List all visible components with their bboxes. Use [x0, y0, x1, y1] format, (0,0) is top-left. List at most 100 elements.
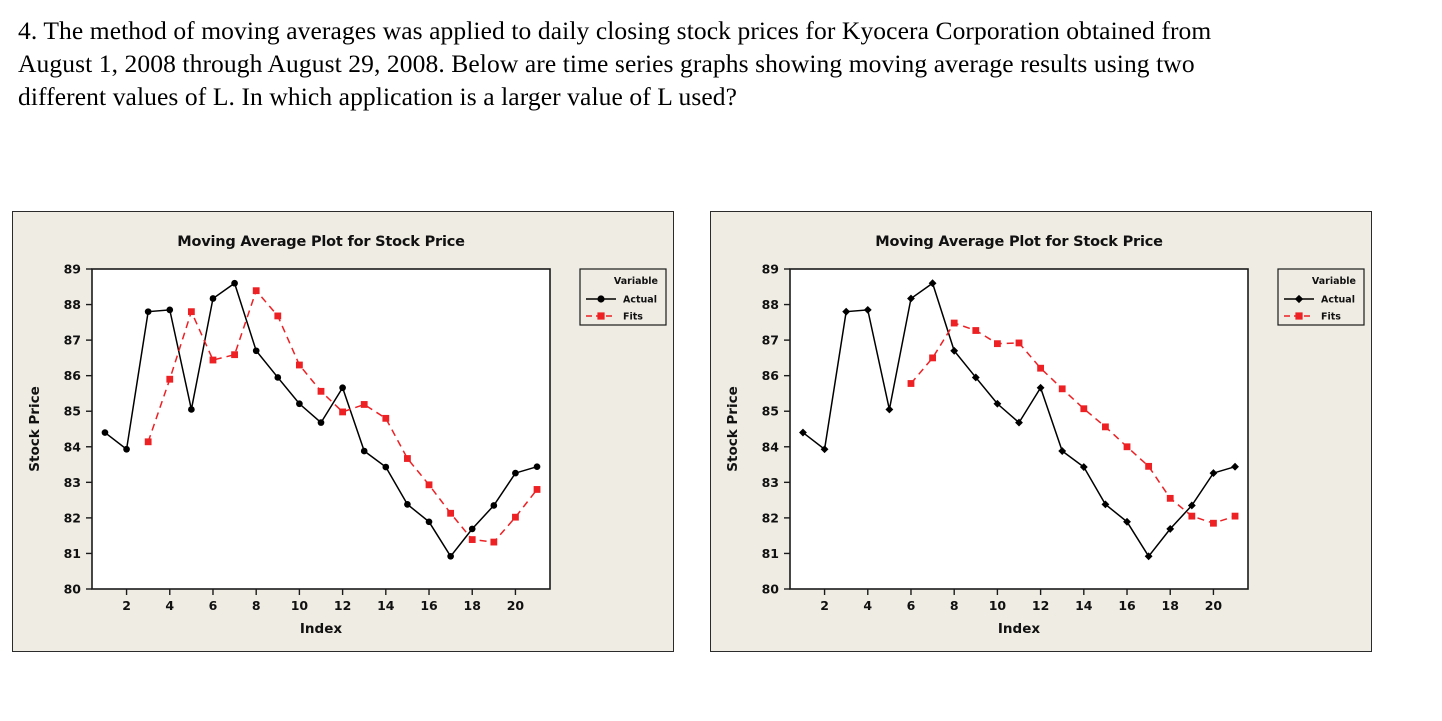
data-point — [1123, 443, 1131, 451]
question-paragraph: 4. The method of moving averages was app… — [18, 16, 1212, 111]
y-tick-label: 80 — [64, 582, 82, 597]
x-axis: 2 4 6 8 10 12 14 16 18 20 — [820, 589, 1222, 613]
data-point — [1231, 512, 1239, 520]
series-actual — [799, 279, 1239, 561]
x-axis-title: Index — [300, 621, 342, 637]
data-point — [1210, 519, 1217, 527]
data-point — [317, 419, 325, 426]
plot-area-background — [790, 269, 1248, 589]
legend-marker-fits — [597, 312, 605, 320]
data-point — [1231, 462, 1239, 471]
y-tick-label: 84 — [762, 439, 780, 454]
legend-marker-actual — [597, 295, 605, 303]
y-axis-title: Stock Price — [725, 386, 741, 471]
data-point — [1101, 500, 1110, 509]
data-point — [907, 380, 915, 387]
x-axis: 2 4 6 8 10 12 14 16 18 20 — [122, 589, 524, 613]
data-point — [144, 308, 152, 316]
data-point — [1187, 501, 1196, 510]
y-tick-label: 86 — [64, 368, 82, 383]
chart-title: Moving Average Plot for Stock Price — [177, 234, 465, 250]
data-point — [533, 463, 541, 471]
series-fits — [907, 319, 1239, 527]
data-point — [360, 401, 368, 408]
legend-box — [1277, 268, 1365, 326]
data-point — [1209, 469, 1218, 478]
data-point — [490, 538, 498, 546]
data-point — [950, 319, 958, 327]
x-tick-label: 18 — [1162, 598, 1179, 613]
y-axis-title: Stock Price — [27, 386, 43, 471]
y-tick-label: 87 — [762, 333, 779, 348]
data-point — [274, 374, 282, 381]
data-point — [296, 400, 303, 408]
series-line-fits — [910, 322, 1236, 525]
data-point — [404, 501, 411, 508]
data-point — [1058, 385, 1066, 393]
data-point — [928, 279, 937, 288]
x-tick-label: 16 — [420, 598, 438, 613]
legend-label-fits: Fits — [1321, 312, 1341, 323]
question-text: 4. The method of moving averages was app… — [18, 14, 1288, 113]
data-point — [187, 308, 195, 316]
data-point — [1037, 364, 1045, 372]
data-point — [468, 536, 476, 543]
data-point — [382, 414, 390, 422]
data-point — [231, 351, 238, 359]
data-point — [512, 513, 519, 521]
data-point — [490, 502, 498, 509]
data-point — [1080, 405, 1088, 413]
data-point — [295, 361, 303, 369]
data-point — [209, 356, 217, 364]
x-tick-label: 2 — [122, 598, 131, 613]
chart-title: Moving Average Plot for Stock Price — [875, 234, 1163, 250]
data-point — [166, 375, 174, 383]
y-axis: 80 81 82 83 84 85 86 87 88 89 — [762, 262, 790, 597]
data-point — [1166, 494, 1174, 502]
series-fits — [144, 287, 541, 546]
legend: Variable Actual Fits — [1277, 268, 1365, 326]
x-tick-label: 20 — [507, 598, 525, 613]
x-tick-label: 8 — [950, 598, 959, 613]
y-tick-label: 82 — [762, 510, 779, 525]
x-tick-label: 6 — [209, 598, 218, 613]
series-actual — [101, 279, 541, 560]
y-tick-label: 82 — [64, 510, 81, 525]
data-point — [972, 327, 980, 334]
y-tick-label: 86 — [762, 368, 780, 383]
data-point — [123, 445, 130, 453]
x-tick-label: 2 — [820, 598, 829, 613]
x-tick-label: 4 — [863, 598, 872, 613]
data-point — [447, 552, 454, 560]
data-point — [425, 481, 433, 489]
data-point — [907, 294, 915, 303]
plot-frame — [91, 268, 551, 590]
data-point — [188, 406, 195, 413]
data-point — [101, 429, 109, 436]
x-tick-label: 18 — [464, 598, 481, 613]
data-point — [1102, 423, 1109, 431]
y-tick-label: 88 — [762, 297, 779, 312]
data-point — [950, 346, 959, 355]
legend-label-actual: Actual — [623, 295, 657, 306]
x-axis-title: Index — [998, 621, 1040, 637]
data-point — [1123, 517, 1131, 526]
x-tick-label: 8 — [252, 598, 261, 613]
data-point — [1188, 512, 1196, 520]
x-tick-label: 12 — [334, 598, 351, 613]
legend: Variable Actual Fits — [579, 268, 667, 326]
data-point — [971, 373, 980, 382]
y-tick-label: 83 — [762, 475, 779, 490]
y-tick-label: 87 — [64, 333, 81, 348]
data-point — [863, 305, 872, 314]
data-point — [252, 347, 260, 355]
data-point — [360, 447, 368, 455]
y-tick-label: 88 — [64, 297, 81, 312]
data-point — [339, 408, 347, 416]
y-tick-label: 83 — [64, 475, 81, 490]
x-tick-label: 10 — [989, 598, 1007, 613]
data-point — [842, 307, 851, 316]
y-tick-label: 85 — [64, 404, 81, 419]
x-tick-label: 16 — [1118, 598, 1136, 613]
